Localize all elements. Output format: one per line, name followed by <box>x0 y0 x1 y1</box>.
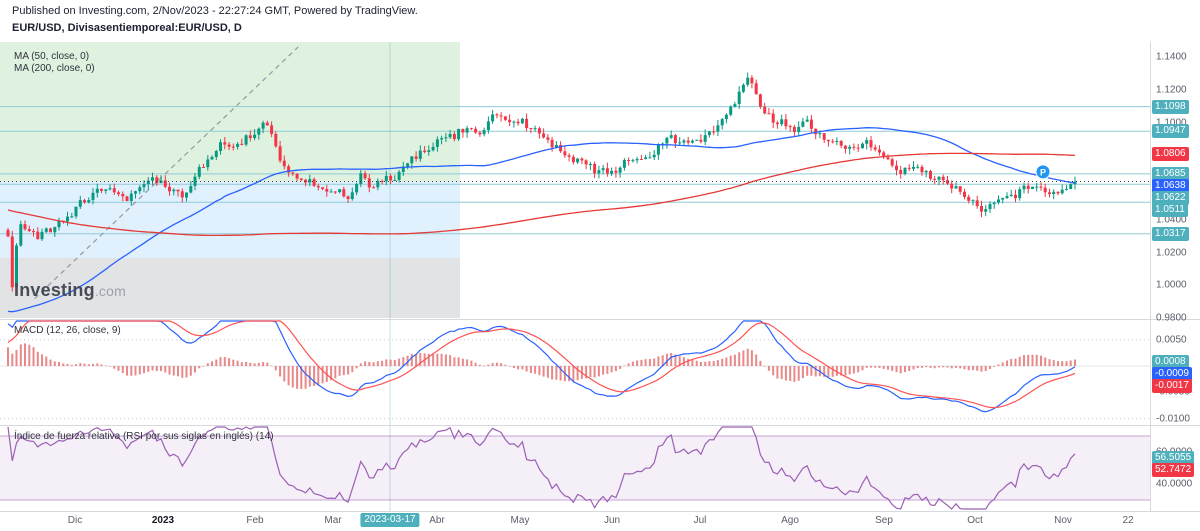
price-axis-label: 0.9800 <box>1156 312 1187 324</box>
rsi-line <box>7 426 1076 510</box>
forecast-zones <box>0 42 460 318</box>
macd-signal-line <box>7 320 1076 409</box>
rsi-band <box>0 436 1150 500</box>
time-axis-label: Ago <box>781 515 799 526</box>
svg-text:P: P <box>1040 167 1046 177</box>
price-axis-label: 1.1200 <box>1156 84 1187 96</box>
macd-line <box>7 320 1076 413</box>
ma200-line <box>7 152 1076 237</box>
time-axis-label: Dic <box>67 515 83 526</box>
ma50-line <box>7 127 1076 313</box>
price-axis-badge: 1.0511 <box>1152 202 1188 217</box>
price-axis-label: 1.1000 <box>1156 117 1187 129</box>
watermark-suffix: .com <box>94 283 126 299</box>
time-axis-label: Nov <box>1054 515 1072 526</box>
publication-marker: P <box>1035 164 1051 180</box>
rsi-axis-badge: 52.7472 <box>1152 462 1195 477</box>
price-axis-label: 1.0000 <box>1156 279 1187 291</box>
ma50-legend: MA (50, close, 0) <box>14 51 90 62</box>
price-axis-badge: 1.0317 <box>1152 226 1189 241</box>
investing-watermark: Investing.com <box>14 280 126 301</box>
time-axis-label: Oct <box>967 515 983 526</box>
price-axis-badge: 1.0622 <box>1152 190 1189 205</box>
time-axis-label: Jul <box>693 515 707 526</box>
time-axis-label: 2023 <box>151 515 175 526</box>
rsi-axis-label: 40.0000 <box>1156 478 1193 490</box>
published-line: Published on Investing.com, 2/Nov/2023 -… <box>12 5 418 17</box>
rsi-axis-badge: 56.5055 <box>1152 450 1195 465</box>
time-axis-label: Jun <box>603 515 621 526</box>
candlesticks <box>6 72 1077 292</box>
time-axis-label: Abr <box>429 515 445 526</box>
time-axis-label: May <box>510 515 530 526</box>
rsi-legend: Índice de fuerza relativa (RSI por sus s… <box>14 431 274 442</box>
macd-axis-label: 0.0050 <box>1156 334 1187 346</box>
event-date-badge: 2023-03-17 <box>360 513 420 527</box>
watermark-bold: Investing <box>14 280 95 300</box>
time-axis-label: Feb <box>246 515 264 526</box>
price-axis-badge: 1.0638 <box>1152 178 1189 193</box>
macd-legend: MACD (12, 26, close, 9) <box>14 325 121 336</box>
level-lines <box>0 106 1150 235</box>
macd-axis-badge: 0.0008 <box>1152 354 1189 369</box>
price-axis-label: 1.0200 <box>1156 247 1187 259</box>
time-axis-label: Mar <box>324 515 342 526</box>
price-axis-badge: 1.0947 <box>1152 124 1189 139</box>
macd-axis-label: -0.0100 <box>1156 413 1190 425</box>
price-axis-label: 1.0400 <box>1156 214 1187 226</box>
price-axis-badge: 1.1098 <box>1152 99 1189 114</box>
time-axis-label: 22 <box>1122 515 1134 526</box>
ma200-legend: MA (200, close, 0) <box>14 63 95 74</box>
instrument-title: EUR/USD, Divisasentiemporeal:EUR/USD, D <box>12 22 242 34</box>
macd-axis-badge: -0.0009 <box>1152 366 1192 381</box>
macd-axis-badge: -0.0017 <box>1152 378 1192 393</box>
trendline-dashed <box>34 46 299 299</box>
price-axis-badge: 1.0806 <box>1152 147 1189 162</box>
price-axis-label: 1.1400 <box>1156 51 1187 63</box>
price-axis-badge: 1.0685 <box>1152 166 1189 181</box>
time-axis-label: Sep <box>875 515 893 526</box>
